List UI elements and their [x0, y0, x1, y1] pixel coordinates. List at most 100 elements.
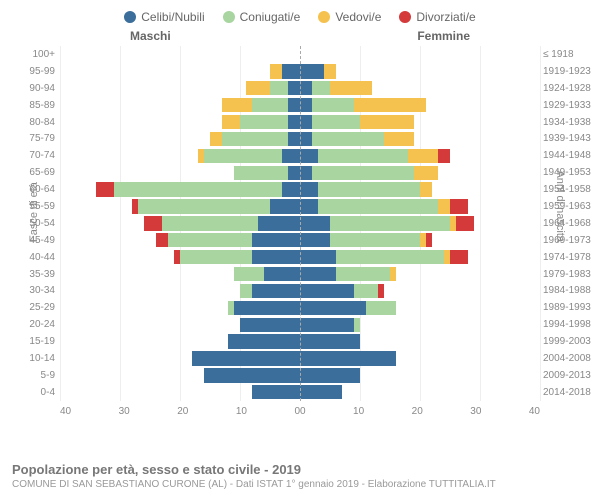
bar-female	[300, 64, 540, 78]
age-label: 30-34	[15, 285, 55, 296]
legend-swatch	[124, 11, 136, 23]
age-label: 85-89	[15, 100, 55, 111]
birth-year-label: 1979-1983	[543, 269, 598, 280]
bar-segment	[270, 81, 288, 95]
bar-segment	[300, 166, 312, 180]
legend-label: Vedovi/e	[335, 10, 381, 24]
bar-segment	[270, 64, 282, 78]
age-label: 15-19	[15, 336, 55, 347]
bar-segment	[192, 351, 300, 365]
bar-segment	[318, 149, 408, 163]
bar-segment	[288, 98, 300, 112]
bar-segment	[354, 284, 378, 298]
bar-segment	[384, 132, 414, 146]
bar-segment	[312, 98, 354, 112]
birth-year-label: 2014-2018	[543, 387, 598, 398]
bar-male	[60, 267, 300, 281]
bar-segment	[426, 233, 432, 247]
birth-year-label: 2009-2013	[543, 370, 598, 381]
footer-subtitle: COMUNE DI SAN SEBASTIANO CURONE (AL) - D…	[12, 479, 588, 490]
legend-label: Celibi/Nubili	[141, 10, 204, 24]
bar-male	[60, 233, 300, 247]
bar-segment	[288, 166, 300, 180]
bar-female	[300, 199, 540, 213]
birth-year-label: 1954-1958	[543, 184, 598, 195]
bar-female	[300, 351, 540, 365]
bar-segment	[354, 98, 426, 112]
bar-male	[60, 98, 300, 112]
bar-male	[60, 318, 300, 332]
age-label: 90-94	[15, 83, 55, 94]
bar-segment	[330, 216, 450, 230]
bar-male	[60, 284, 300, 298]
bar-female	[300, 301, 540, 315]
bar-segment	[300, 318, 354, 332]
bar-segment	[300, 334, 360, 348]
bar-segment	[414, 166, 438, 180]
bar-segment	[312, 132, 384, 146]
age-label: 5-9	[15, 370, 55, 381]
birth-year-label: 1964-1968	[543, 218, 598, 229]
bar-segment	[282, 64, 300, 78]
bar-male	[60, 132, 300, 146]
bar-male	[60, 216, 300, 230]
bar-segment	[228, 334, 300, 348]
legend-item: Coniugati/e	[223, 10, 301, 24]
header-female: Femmine	[417, 29, 470, 43]
bar-segment	[450, 250, 468, 264]
bar-segment	[300, 199, 318, 213]
bar-segment	[162, 216, 258, 230]
birth-year-label: 1939-1943	[543, 133, 598, 144]
bar-segment	[390, 267, 396, 281]
birth-year-label: 1949-1953	[543, 167, 598, 178]
bar-male	[60, 115, 300, 129]
bar-segment	[96, 182, 114, 196]
birth-year-label: 1929-1933	[543, 100, 598, 111]
age-label: 95-99	[15, 66, 55, 77]
bar-segment	[354, 318, 360, 332]
age-label: 65-69	[15, 167, 55, 178]
bar-segment	[282, 149, 300, 163]
bar-segment	[324, 64, 336, 78]
legend-swatch	[318, 11, 330, 23]
birth-year-label: 1984-1988	[543, 285, 598, 296]
bar-segment	[312, 166, 414, 180]
bar-segment	[300, 64, 324, 78]
bar-female	[300, 284, 540, 298]
bar-female	[300, 98, 540, 112]
age-label: 25-29	[15, 302, 55, 313]
x-tick: 20	[412, 406, 423, 426]
bar-male	[60, 250, 300, 264]
bar-segment	[180, 250, 252, 264]
bar-segment	[300, 351, 396, 365]
bar-segment	[234, 301, 300, 315]
birth-year-label: ≤ 1918	[543, 49, 598, 60]
birth-year-label: 1959-1963	[543, 201, 598, 212]
birth-year-label: 1919-1923	[543, 66, 598, 77]
legend-item: Vedovi/e	[318, 10, 381, 24]
bar-female	[300, 385, 540, 399]
bar-segment	[258, 216, 300, 230]
bar-male	[60, 182, 300, 196]
bar-segment	[408, 149, 438, 163]
age-label: 60-64	[15, 184, 55, 195]
bar-female	[300, 334, 540, 348]
bar-female	[300, 318, 540, 332]
bar-segment	[318, 182, 420, 196]
birth-year-label: 1969-1973	[543, 235, 598, 246]
bar-segment	[270, 199, 300, 213]
age-label: 50-54	[15, 218, 55, 229]
bar-segment	[252, 250, 300, 264]
bar-segment	[240, 318, 300, 332]
bar-female	[300, 216, 540, 230]
bar-segment	[288, 132, 300, 146]
bar-segment	[114, 182, 282, 196]
birth-year-label: 1989-1993	[543, 302, 598, 313]
legend-swatch	[223, 11, 235, 23]
bar-male	[60, 368, 300, 382]
x-tick: 30	[119, 406, 130, 426]
bar-segment	[144, 216, 162, 230]
bar-segment	[330, 81, 372, 95]
bar-segment	[300, 233, 330, 247]
bar-segment	[312, 115, 360, 129]
